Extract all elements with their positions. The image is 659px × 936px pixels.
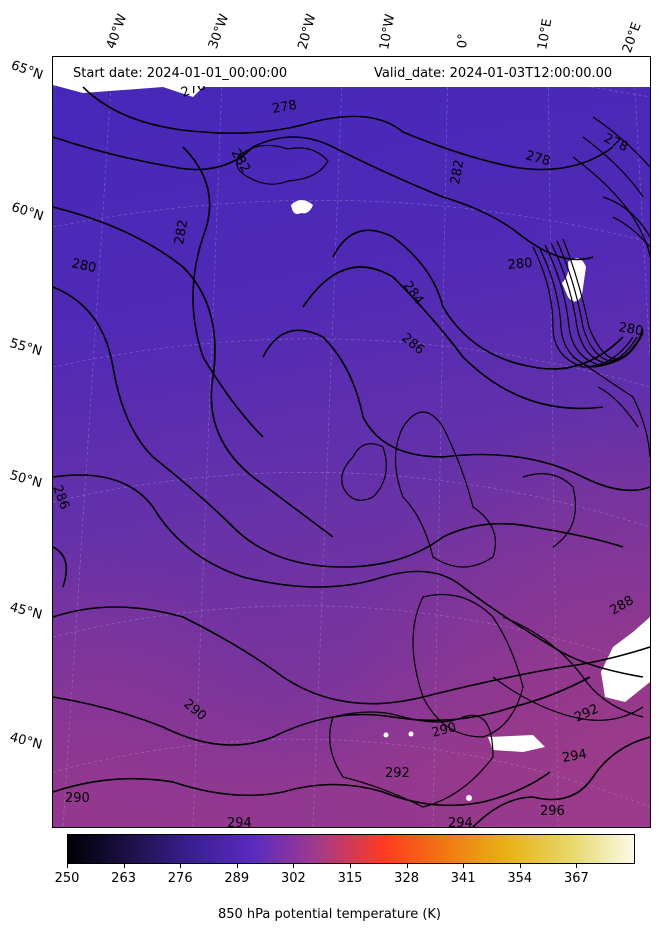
contour-label: 282 bbox=[448, 159, 467, 186]
colorbar-tick-mark bbox=[236, 863, 238, 868]
coastlines bbox=[236, 144, 650, 808]
start-date-label: Start date: 2024-01-01_00:00:00 bbox=[73, 66, 288, 81]
colorbar-tick-label: 328 bbox=[394, 871, 420, 886]
colorbar-tick-label: 263 bbox=[111, 871, 137, 886]
colorbar-tick-mark bbox=[293, 863, 295, 868]
contour-label: 278 bbox=[524, 148, 552, 169]
frontal-bundle bbox=[532, 116, 650, 368]
lat-label-60n: 60°N bbox=[9, 200, 46, 225]
contour-lines bbox=[53, 86, 650, 827]
lon-label-0: 0° bbox=[455, 32, 472, 49]
colorbar-tick-mark bbox=[463, 863, 465, 868]
colorbar-tick-label: 315 bbox=[337, 871, 363, 886]
colorbar-tick-label: 367 bbox=[563, 871, 589, 886]
colorbar-tick-mark bbox=[180, 863, 182, 868]
map-panel: 278 278 278 276 280 280 280 282 282 282 … bbox=[52, 56, 651, 828]
colorbar-tick-label: 289 bbox=[224, 871, 250, 886]
colorbar-tick-label: 250 bbox=[54, 871, 80, 886]
contour-label: 280 bbox=[70, 256, 97, 276]
colorbar-tick-label: 341 bbox=[450, 871, 476, 886]
contour-label: 292 bbox=[385, 766, 410, 781]
lat-label-65n: 65°N bbox=[8, 58, 45, 84]
contour-label: 290 bbox=[65, 791, 90, 806]
contour-label: 294 bbox=[561, 747, 588, 766]
lat-label-50n: 50°N bbox=[7, 468, 44, 492]
contour-label: 280 bbox=[507, 256, 533, 273]
lat-label-40n: 40°N bbox=[8, 730, 44, 753]
colorbar-title: 850 hPa potential temperature (K) bbox=[217, 907, 441, 922]
date-header-box bbox=[62, 64, 634, 86]
lon-label-10w: 10°W bbox=[377, 13, 399, 52]
lon-label-30w: 30°W bbox=[205, 12, 233, 51]
contour-label: 278 bbox=[271, 98, 298, 117]
colorbar-tick-label: 276 bbox=[167, 871, 193, 886]
colorbar-tick-mark bbox=[519, 863, 521, 868]
contour-label: 280 bbox=[617, 320, 644, 339]
lon-label-10e: 10°E bbox=[535, 17, 556, 52]
colorbar-tick-mark bbox=[123, 863, 125, 868]
lat-label-45n: 45°N bbox=[8, 600, 44, 623]
contour-value-labels: 278 278 278 276 280 280 280 282 282 282 … bbox=[53, 78, 644, 827]
contour-label: 296 bbox=[540, 804, 565, 819]
colorbar-tick-mark bbox=[406, 863, 408, 868]
contour-label: 294 bbox=[448, 816, 473, 827]
colorbar bbox=[67, 834, 635, 864]
contour-label: 282 bbox=[172, 219, 191, 246]
contour-label: 290 bbox=[430, 720, 458, 741]
colorbar-tick-mark bbox=[576, 863, 578, 868]
colorbar-tick-label: 302 bbox=[280, 871, 306, 886]
lon-label-40w: 40°W bbox=[103, 12, 131, 51]
lon-label-20w: 20°W bbox=[295, 12, 320, 51]
colorbar-tick-mark bbox=[67, 863, 68, 868]
lon-label-20e: 20°E bbox=[619, 20, 645, 55]
lat-label-55n: 55°N bbox=[7, 336, 44, 360]
colorbar-tick-label: 354 bbox=[507, 871, 533, 886]
colorbar-tick-mark bbox=[350, 863, 351, 868]
contour-label: 294 bbox=[227, 816, 252, 827]
valid-date-label: Valid_date: 2024-01-03T12:00:00.00 bbox=[374, 66, 613, 81]
potential-temperature-map: 278 278 278 276 280 280 280 282 282 282 … bbox=[53, 57, 650, 827]
